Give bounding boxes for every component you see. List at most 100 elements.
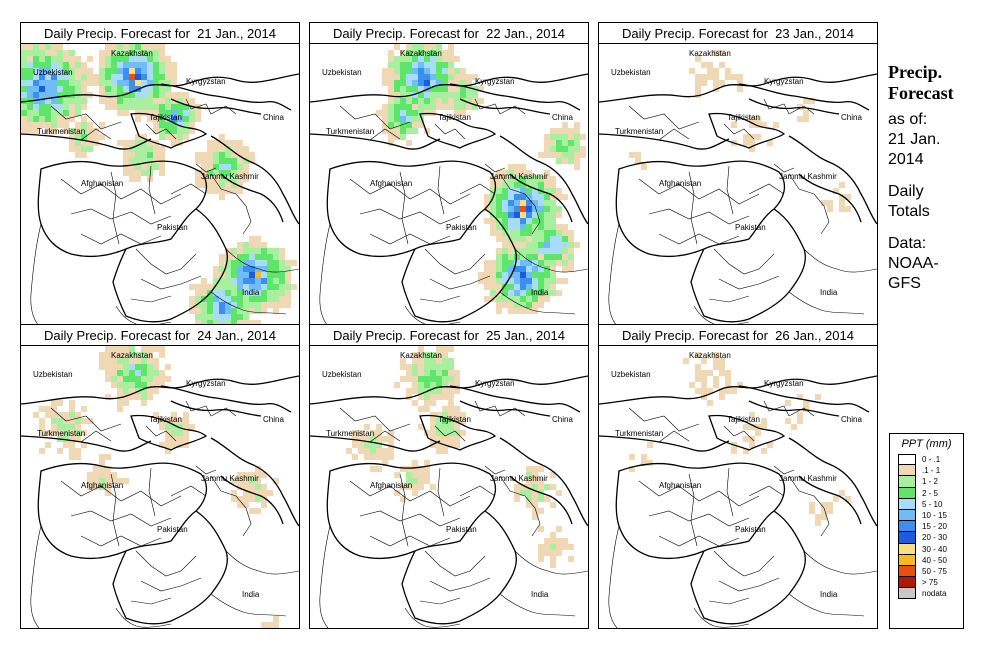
precip-cell <box>550 538 556 544</box>
boundary-line <box>748 183 785 195</box>
legend-swatch <box>898 487 916 499</box>
precip-cell <box>574 158 580 164</box>
precip-cell <box>394 68 400 74</box>
precip-cell <box>207 140 213 146</box>
precip-cell <box>141 382 147 388</box>
precip-cell <box>39 44 45 50</box>
precip-cell <box>183 412 189 418</box>
precip-cell <box>418 382 424 388</box>
precip-cell <box>394 92 400 98</box>
precip-cell <box>177 140 183 146</box>
precip-cell <box>382 436 388 442</box>
precip-cell <box>496 278 502 284</box>
precip-cell <box>123 44 129 50</box>
precip-cell <box>207 182 213 188</box>
precip-cell <box>803 116 809 122</box>
country-label-jammu-kashmir: Jammu Kashmir <box>201 172 259 181</box>
boundary-line <box>748 485 785 497</box>
precip-cell <box>57 50 63 56</box>
precip-cell <box>135 62 141 68</box>
precip-cell <box>412 352 418 358</box>
precip-cell <box>550 266 556 272</box>
legend-label: nodata <box>922 589 947 599</box>
legend-item: > 75 <box>890 577 963 589</box>
precip-cell <box>123 400 129 406</box>
boundary-line <box>693 305 750 326</box>
precip-cell <box>39 430 45 436</box>
precip-cell <box>701 370 707 376</box>
precip-cell <box>526 290 532 296</box>
precip-cell <box>430 484 436 490</box>
precip-cell <box>544 176 550 182</box>
precip-cell <box>45 80 51 86</box>
precip-cell <box>484 194 490 200</box>
precip-cell <box>520 248 526 254</box>
boundary-line <box>210 291 287 315</box>
precip-cell <box>520 212 526 218</box>
precip-cell <box>713 80 719 86</box>
precip-cell <box>213 146 219 152</box>
precip-cell <box>424 62 430 68</box>
precip-cell <box>129 92 135 98</box>
boundary-line <box>615 462 786 560</box>
precip-cell <box>448 92 454 98</box>
precip-cell <box>111 92 117 98</box>
precip-cell <box>153 68 159 74</box>
precip-field <box>33 346 279 628</box>
precip-cell <box>153 110 159 116</box>
precip-cell <box>424 104 430 110</box>
precip-cell <box>400 376 406 382</box>
precip-cell <box>574 242 580 248</box>
precip-cell <box>237 242 243 248</box>
precip-cell <box>141 358 147 364</box>
precip-cell <box>141 62 147 68</box>
precip-cell <box>261 502 267 508</box>
precip-cell <box>767 442 773 448</box>
boundary-line <box>708 414 786 451</box>
boundary-line <box>310 73 588 103</box>
precip-cell <box>532 176 538 182</box>
precip-cell <box>267 296 273 302</box>
boundary-line <box>21 73 299 103</box>
precip-cell <box>526 230 532 236</box>
precip-cell <box>39 122 45 128</box>
precip-cell <box>568 248 574 254</box>
precip-cell <box>550 176 556 182</box>
precip-cell <box>51 62 57 68</box>
precip-cell <box>556 140 562 146</box>
precip-cell <box>165 436 171 442</box>
legend-label: 2 - 5 <box>922 488 939 498</box>
precip-cell <box>201 170 207 176</box>
precip-cell <box>514 272 520 278</box>
precip-cell <box>394 80 400 86</box>
precip-cell <box>815 514 821 520</box>
precip-cell <box>159 442 165 448</box>
precip-cell <box>195 170 201 176</box>
precip-cell <box>267 302 273 308</box>
precip-cell <box>490 200 496 206</box>
precip-cell <box>255 484 261 490</box>
precip-cell <box>562 254 568 260</box>
precip-cell <box>550 472 556 478</box>
precip-cell <box>207 188 213 194</box>
precip-cell <box>400 364 406 370</box>
precip-cell <box>147 376 153 382</box>
boundary-line <box>339 407 411 432</box>
precip-cell <box>273 278 279 284</box>
precip-cell <box>177 430 183 436</box>
precip-cell <box>225 140 231 146</box>
precip-cell <box>544 278 550 284</box>
boundary-line <box>434 425 466 442</box>
precip-cell <box>195 290 201 296</box>
precip-cell <box>147 352 153 358</box>
precip-cell <box>508 290 514 296</box>
precip-cell <box>213 290 219 296</box>
precip-cell <box>273 266 279 272</box>
precip-cell <box>508 230 514 236</box>
precip-cell <box>514 224 520 230</box>
precip-cell <box>376 430 382 436</box>
precip-cell <box>761 122 767 128</box>
precip-cell <box>51 412 57 418</box>
precip-cell <box>165 116 171 122</box>
precip-cell <box>39 62 45 68</box>
